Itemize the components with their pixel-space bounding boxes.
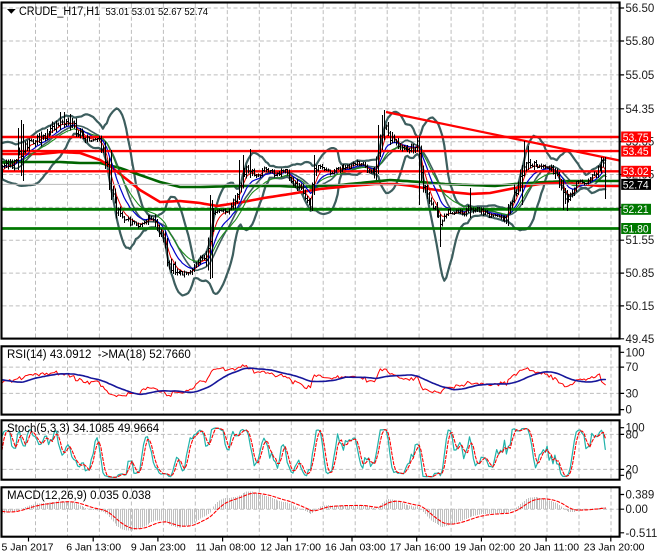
svg-text:53.02: 53.02 bbox=[623, 166, 649, 178]
svg-text:55.80: 55.80 bbox=[626, 36, 655, 48]
svg-text:20 Jan 11:00: 20 Jan 11:00 bbox=[519, 542, 579, 554]
svg-text:MACD(12,26,9) 0.035 0.038: MACD(12,26,9) 0.035 0.038 bbox=[7, 490, 151, 502]
svg-text:52.21: 52.21 bbox=[623, 204, 649, 216]
svg-text:52.74: 52.74 bbox=[623, 179, 649, 191]
svg-text:0: 0 bbox=[626, 470, 632, 482]
svg-text:51.80: 51.80 bbox=[623, 223, 649, 235]
svg-text:5 Jan 2017: 5 Jan 2017 bbox=[2, 542, 54, 554]
svg-text:53.75: 53.75 bbox=[623, 132, 649, 144]
svg-text:53.45: 53.45 bbox=[623, 146, 649, 158]
svg-text:55.05: 55.05 bbox=[626, 70, 655, 82]
svg-text:100: 100 bbox=[626, 347, 645, 359]
svg-text:56.50: 56.50 bbox=[626, 3, 655, 15]
svg-text:54.35: 54.35 bbox=[626, 104, 655, 116]
svg-text:30: 30 bbox=[626, 388, 639, 400]
svg-text:12 Jan 17:00: 12 Jan 17:00 bbox=[260, 542, 321, 554]
svg-text:-0.511: -0.511 bbox=[626, 528, 658, 540]
svg-text:17 Jan 16:00: 17 Jan 16:00 bbox=[390, 542, 451, 554]
svg-text:16 Jan 03:00: 16 Jan 03:00 bbox=[325, 542, 386, 554]
svg-text:20: 20 bbox=[626, 464, 639, 476]
svg-text:50.15: 50.15 bbox=[626, 301, 655, 313]
svg-text:100: 100 bbox=[626, 423, 645, 435]
svg-text:19 Jan 02:00: 19 Jan 02:00 bbox=[454, 542, 515, 554]
svg-text:51.55: 51.55 bbox=[626, 235, 655, 247]
svg-text:11 Jan 08:00: 11 Jan 08:00 bbox=[196, 542, 256, 554]
svg-text:70: 70 bbox=[626, 362, 639, 374]
svg-text:CRUDE_H17,H1: CRUDE_H17,H1 bbox=[19, 6, 100, 18]
svg-text:53.01 53.01 52.67 52.74: 53.01 53.01 52.67 52.74 bbox=[106, 7, 209, 18]
svg-text:0: 0 bbox=[626, 405, 632, 417]
svg-text:0.389: 0.389 bbox=[626, 490, 655, 502]
svg-text:0.00: 0.00 bbox=[626, 504, 648, 516]
svg-text:49.45: 49.45 bbox=[626, 334, 655, 346]
svg-text:9 Jan 23:00: 9 Jan 23:00 bbox=[131, 542, 186, 554]
svg-text:80: 80 bbox=[626, 429, 639, 441]
svg-text:6 Jan 13:00: 6 Jan 13:00 bbox=[66, 542, 121, 554]
svg-text:Stoch(5,3,3) 34.1085 49.9664: Stoch(5,3,3) 34.1085 49.9664 bbox=[7, 423, 160, 435]
svg-text:50.85: 50.85 bbox=[626, 268, 655, 280]
svg-text:23 Jan 20:00: 23 Jan 20:00 bbox=[584, 542, 645, 554]
svg-text:RSI(14) 43.0912 ->MA(18) 52.7: RSI(14) 43.0912 ->MA(18) 52.7660 bbox=[7, 349, 191, 361]
